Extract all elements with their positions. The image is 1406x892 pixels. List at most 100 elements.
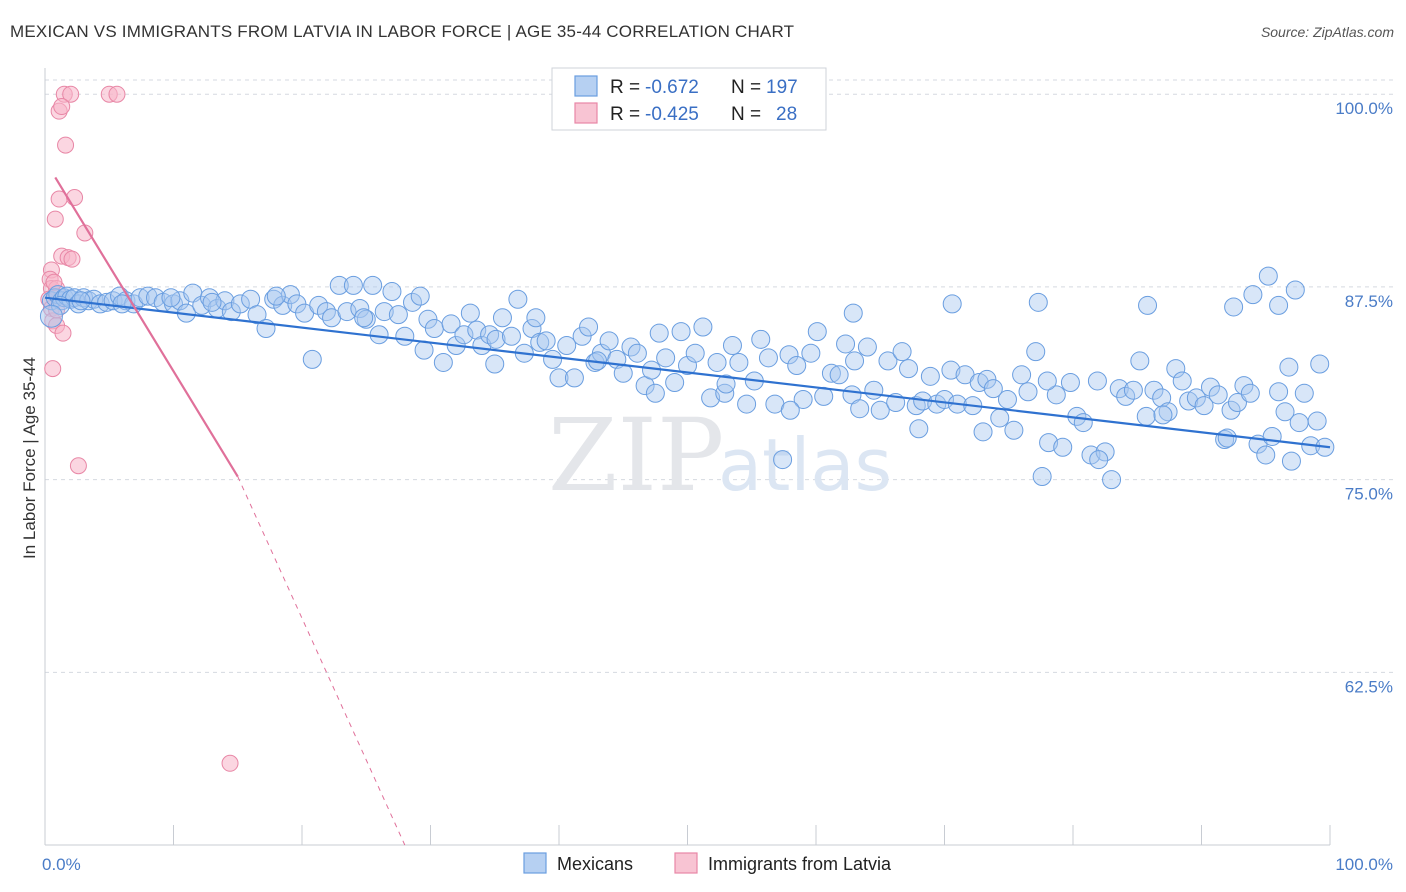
mexican-point	[343, 275, 363, 295]
mexican-point	[1087, 371, 1107, 391]
legend-n-value-2: 28	[776, 104, 797, 125]
mexican-point	[414, 340, 434, 360]
mexican-point	[642, 360, 662, 380]
mexican-point	[1153, 405, 1173, 425]
mexican-point	[1152, 388, 1172, 408]
mexican-point	[1285, 280, 1305, 300]
mexican-point	[1227, 393, 1247, 413]
mexican-point	[39, 304, 63, 328]
mexican-point	[990, 408, 1010, 428]
mexican-point	[787, 356, 807, 376]
x-tick-label-0: 0.0%	[42, 855, 81, 874]
mexican-point	[701, 388, 721, 408]
latvia-point	[108, 85, 126, 103]
mexican-point	[983, 379, 1003, 399]
latvia-point	[69, 457, 87, 475]
mexican-point	[656, 348, 676, 368]
mexican-point	[780, 400, 800, 420]
axes	[44, 68, 1331, 846]
mexican-point	[969, 373, 989, 392]
mexican-point	[1186, 388, 1206, 408]
mexican-point	[273, 295, 293, 315]
mexican-point	[543, 349, 563, 369]
legend-swatch-latvia	[574, 102, 598, 124]
mexican-point	[1307, 411, 1327, 431]
mexican-point	[1136, 406, 1156, 426]
mexican-point	[1262, 426, 1282, 446]
mexican-point	[1073, 413, 1093, 433]
legend-r-label-2: R =	[610, 104, 640, 125]
mexican-point	[942, 294, 962, 314]
mexican-point	[758, 348, 778, 368]
mexican-point	[1053, 437, 1073, 457]
mexican-point	[1032, 467, 1052, 487]
mexican-point	[388, 305, 408, 325]
mexican-point	[977, 369, 997, 389]
mexican-point	[1240, 383, 1260, 403]
mexican-point	[530, 332, 550, 352]
legend-frame	[551, 67, 827, 131]
mexican-point	[1258, 266, 1278, 286]
mexican-point	[1221, 400, 1241, 420]
mexican-point	[403, 292, 423, 312]
y-tick-label-3: 62.5%	[1345, 677, 1393, 696]
mexican-point	[247, 305, 267, 325]
mexican-point	[1039, 433, 1059, 453]
mexican-point	[549, 368, 569, 388]
latvia-point	[53, 98, 71, 116]
mexican-point	[130, 288, 150, 308]
mexican-point	[845, 351, 865, 371]
mexican-point	[395, 326, 415, 346]
mexican-point	[369, 325, 389, 345]
mexican-point	[460, 303, 480, 323]
mexican-point	[1089, 450, 1109, 470]
mexican-point	[354, 308, 374, 328]
mexican-point	[266, 286, 286, 306]
mexican-point	[337, 302, 357, 322]
mexican-point	[693, 317, 713, 337]
mexican-point	[418, 309, 438, 329]
mexican-point	[363, 275, 383, 295]
mexican-point	[309, 295, 329, 315]
mexican-point	[1200, 377, 1220, 397]
mexican-point	[843, 303, 863, 323]
mexican-point	[751, 329, 771, 349]
mexican-point	[1256, 445, 1276, 465]
chart-title: MEXICAN VS IMMIGRANTS FROM LATVIA IN LAB…	[10, 22, 795, 41]
mexican-point	[1166, 359, 1186, 379]
mexican-point	[773, 450, 793, 470]
trend-lines	[44, 176, 1331, 846]
mexican-point	[1217, 428, 1237, 448]
mexican-point	[1179, 391, 1199, 411]
bottom-legend: Mexicans Immigrants from Latvia	[523, 852, 892, 874]
latvia-point	[54, 324, 72, 342]
mexican-point	[649, 323, 669, 343]
mexican-point	[793, 389, 813, 409]
x-tick-label-1: 100.0%	[1335, 855, 1393, 874]
source-label: Source: ZipAtlas.com	[1260, 24, 1394, 40]
mexican-point	[467, 320, 487, 340]
mexican-point	[899, 359, 919, 379]
mexican-point	[1012, 365, 1032, 385]
mexican-point	[579, 317, 599, 337]
mexican-point	[836, 334, 856, 354]
mexican-point	[878, 351, 898, 371]
mexican-point	[1037, 371, 1057, 391]
mexican-point	[1158, 402, 1178, 422]
mexican-point	[161, 288, 181, 308]
mexican-point	[870, 400, 890, 420]
y-axis-label: In Labor Force | Age 35-44	[20, 357, 39, 559]
legend-swatch-mexicans	[574, 75, 598, 97]
latvia-point	[57, 136, 75, 154]
legend-n-label-2: N =	[731, 104, 761, 125]
mexican-point	[665, 373, 685, 392]
mexican-point	[707, 352, 727, 372]
mexican-point	[192, 295, 212, 315]
mexican-point	[374, 302, 394, 322]
latvia-trend-extension	[237, 476, 406, 846]
mexican-point	[501, 326, 521, 346]
mexican-point	[572, 326, 592, 346]
mexican-point	[821, 363, 841, 383]
mexican-point	[864, 380, 884, 400]
